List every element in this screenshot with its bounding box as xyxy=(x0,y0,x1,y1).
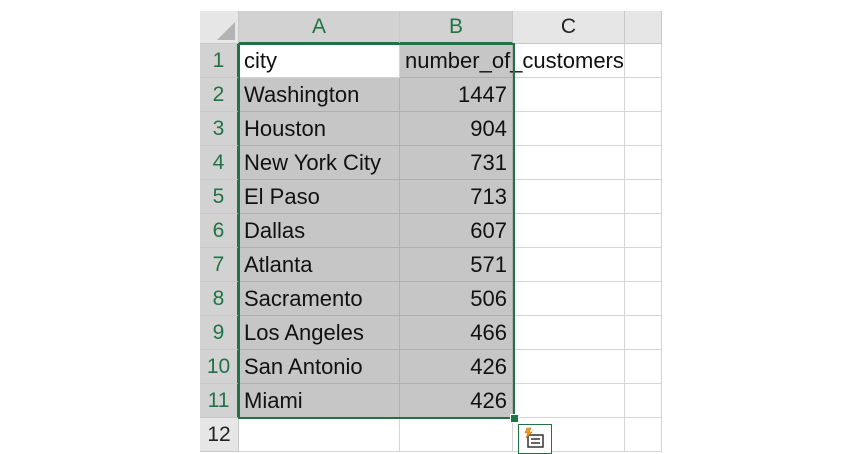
select-all-icon xyxy=(217,22,235,40)
cell-number[interactable]: 607 xyxy=(400,214,513,248)
cell-empty[interactable] xyxy=(513,112,625,146)
cell-number[interactable]: 713 xyxy=(400,180,513,214)
cell-c1[interactable] xyxy=(513,44,625,78)
column-header-b[interactable]: B xyxy=(400,11,513,44)
cell-empty[interactable] xyxy=(625,316,662,350)
cell-city[interactable]: San Antonio xyxy=(239,350,400,384)
cell-empty[interactable] xyxy=(625,384,662,418)
cell-empty[interactable] xyxy=(400,418,513,452)
cell-empty[interactable] xyxy=(625,248,662,282)
cell-number[interactable]: 571 xyxy=(400,248,513,282)
cell-empty[interactable] xyxy=(625,180,662,214)
cell-city[interactable]: Houston xyxy=(239,112,400,146)
quick-analysis-icon xyxy=(524,427,544,448)
column-header-d[interactable] xyxy=(625,11,662,44)
row-header-5[interactable]: 5 xyxy=(200,180,239,214)
cell-empty[interactable] xyxy=(513,146,625,180)
quick-analysis-button[interactable] xyxy=(518,424,552,454)
cell-number[interactable]: 1447 xyxy=(400,78,513,112)
cell-city[interactable]: Los Angeles xyxy=(239,316,400,350)
cell-city[interactable]: El Paso xyxy=(239,180,400,214)
cell-city[interactable]: Atlanta xyxy=(239,248,400,282)
cell-number[interactable]: 506 xyxy=(400,282,513,316)
cell-empty[interactable] xyxy=(625,78,662,112)
cell-empty[interactable] xyxy=(513,316,625,350)
cell-empty[interactable] xyxy=(625,112,662,146)
cell-empty[interactable] xyxy=(625,146,662,180)
cell-empty[interactable] xyxy=(625,282,662,316)
cell-city[interactable]: Sacramento xyxy=(239,282,400,316)
row-header-9[interactable]: 9 xyxy=(200,316,239,350)
row-header-7[interactable]: 7 xyxy=(200,248,239,282)
column-header-a[interactable]: A xyxy=(239,11,400,44)
cell-number[interactable]: 466 xyxy=(400,316,513,350)
cell-city[interactable]: Miami xyxy=(239,384,400,418)
cell-empty[interactable] xyxy=(513,180,625,214)
cell-city[interactable]: New York City xyxy=(239,146,400,180)
select-all-button[interactable] xyxy=(200,11,239,44)
cell-number[interactable]: 904 xyxy=(400,112,513,146)
cell-city[interactable]: Washington xyxy=(239,78,400,112)
row-header-10[interactable]: 10 xyxy=(200,350,239,384)
cell-empty[interactable] xyxy=(625,418,662,452)
cell-number[interactable]: 731 xyxy=(400,146,513,180)
row-header-4[interactable]: 4 xyxy=(200,146,239,180)
cell-city[interactable]: Dallas xyxy=(239,214,400,248)
cell-empty[interactable] xyxy=(513,350,625,384)
spreadsheet-grid: A B C 1 2 3 4 5 6 7 8 9 10 11 12 city number_of_cust… xyxy=(200,11,662,454)
row-header-12[interactable]: 12 xyxy=(200,418,239,452)
row-header-11[interactable]: 11 xyxy=(200,384,239,418)
cell-b1[interactable]: number_of_customers xyxy=(400,44,624,78)
cell-empty[interactable] xyxy=(625,44,662,78)
cell-empty[interactable] xyxy=(513,214,625,248)
cell-empty[interactable] xyxy=(625,350,662,384)
row-header-8[interactable]: 8 xyxy=(200,282,239,316)
cell-empty[interactable] xyxy=(513,248,625,282)
row-header-2[interactable]: 2 xyxy=(200,78,239,112)
row-header-1[interactable]: 1 xyxy=(200,44,239,78)
cell-empty[interactable] xyxy=(239,418,400,452)
cell-empty[interactable] xyxy=(513,384,625,418)
row-header-6[interactable]: 6 xyxy=(200,214,239,248)
fill-handle[interactable] xyxy=(510,414,519,423)
cell-empty[interactable] xyxy=(513,282,625,316)
row-header-3[interactable]: 3 xyxy=(200,112,239,146)
column-header-c[interactable]: C xyxy=(513,11,625,44)
cell-number[interactable]: 426 xyxy=(400,384,513,418)
cell-empty[interactable] xyxy=(625,214,662,248)
cell-number[interactable]: 426 xyxy=(400,350,513,384)
cell-empty[interactable] xyxy=(513,78,625,112)
cell-a1[interactable]: city xyxy=(239,44,400,78)
